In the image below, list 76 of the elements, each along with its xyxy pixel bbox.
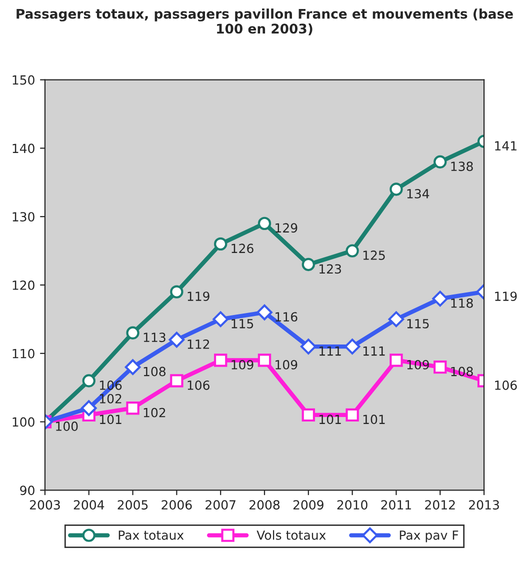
legend-label: Pax totaux [118,530,184,540]
point [390,354,403,367]
y-tick-label: 130 [12,212,34,222]
chart-title: Passagers totaux, passagers pavillon France et mouvements (base 100 en 2003) [16,8,513,36]
data-label: 111 [320,346,341,356]
data-label: 109 [276,360,298,370]
data-label: 134 [407,188,430,198]
point [82,374,96,388]
legend-label: Pax pav F [400,530,458,542]
legend-label: Vols totaux [256,530,326,540]
point [258,216,272,230]
x-tick-label: 2004 [74,500,104,510]
data-label: 119 [188,292,210,302]
data-label: 101 [100,414,122,424]
x-tick-label: 2009 [293,500,324,510]
data-label: 106 [188,380,210,390]
point [432,290,448,307]
x-tick-label: 2005 [118,500,148,510]
x-tick-label: 2010 [337,500,368,510]
y-tick-label: 120 [12,280,34,290]
point [434,360,447,374]
y-tick-label: 110 [12,348,34,358]
point [168,332,185,348]
point [258,354,272,367]
point [170,285,184,298]
x-tick-label: 2003 [30,500,60,510]
point [212,311,229,328]
data-label: 112 [188,339,210,349]
data-label: 115 [407,319,429,328]
point [214,354,228,367]
point [434,155,447,168]
x-tick-label: 2011 [381,500,411,510]
point [300,338,316,354]
x-tick-label: 2012 [425,500,455,510]
point [346,408,359,422]
data-label: 113 [144,332,166,342]
x-tick-label: 2006 [162,500,192,510]
point [214,237,228,251]
point [256,304,272,320]
point [390,182,403,196]
data-label: 101 [363,414,385,424]
data-label: 102 [144,408,166,418]
data-label: 100 [56,422,78,431]
data-label: 109 [232,360,254,370]
point [302,258,316,272]
data-label: 123 [320,264,341,274]
data-label: 118 [451,298,473,308]
data-label: 126 [232,244,254,254]
point [388,311,404,328]
y-tick-label: 150 [12,75,34,85]
x-tick-label: 2013 [469,500,499,510]
y-tick-label: 140 [12,144,34,154]
point [126,326,140,340]
point [346,244,359,258]
point [302,408,316,422]
data-label: 129 [276,223,298,233]
x-tick-label: 2007 [206,500,236,510]
data-label: 108 [144,366,166,376]
data-label: 115 [232,319,254,328]
x-tick-label: 2008 [250,500,280,510]
data-label: 106 [495,380,517,390]
data-label: 111 [363,346,385,356]
y-tick-label: 100 [12,417,34,427]
data-label: 141 [495,141,516,150]
point [80,400,97,416]
data-label: 116 [276,312,298,322]
y-tick-label: 90 [20,486,34,496]
point [170,374,184,388]
point [344,338,360,354]
data-label: 101 [320,414,341,424]
data-label: 102 [100,394,122,404]
data-label: 138 [451,162,473,172]
data-label: 119 [495,292,517,302]
point [124,359,141,375]
data-label: 125 [363,250,385,260]
point [126,402,140,415]
